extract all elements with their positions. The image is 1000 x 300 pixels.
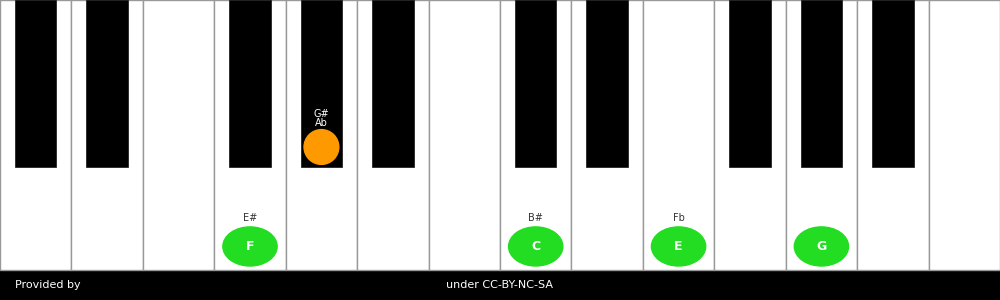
Bar: [714, 0, 786, 270]
Bar: [301, 0, 342, 167]
Bar: [86, 0, 128, 167]
Bar: [15, 0, 56, 167]
Text: under CC-BY-NC-SA: under CC-BY-NC-SA: [446, 280, 554, 290]
Bar: [429, 0, 500, 270]
Bar: [729, 0, 771, 167]
Ellipse shape: [509, 227, 563, 266]
Bar: [0, 270, 1000, 300]
Bar: [143, 0, 214, 270]
Bar: [286, 0, 357, 270]
Ellipse shape: [651, 227, 706, 266]
Ellipse shape: [223, 227, 277, 266]
Text: E: E: [674, 240, 683, 253]
Bar: [586, 0, 628, 167]
Text: E#: E#: [243, 213, 257, 223]
Text: G: G: [816, 240, 827, 253]
Text: B#: B#: [528, 213, 543, 223]
Bar: [571, 0, 643, 270]
Bar: [515, 0, 556, 167]
Ellipse shape: [794, 227, 849, 266]
Bar: [229, 0, 271, 167]
Bar: [801, 0, 842, 167]
Text: F: F: [246, 240, 254, 253]
Bar: [872, 0, 914, 167]
Bar: [0, 0, 71, 270]
Text: G#: G#: [314, 109, 329, 118]
Bar: [857, 0, 929, 270]
Bar: [643, 0, 714, 270]
Text: Fb: Fb: [673, 213, 685, 223]
Bar: [372, 0, 414, 167]
Ellipse shape: [304, 130, 339, 164]
Bar: [214, 0, 286, 270]
Bar: [500, 0, 571, 270]
Text: C: C: [531, 240, 540, 253]
Bar: [357, 0, 429, 270]
Bar: [929, 0, 1000, 270]
Bar: [786, 0, 857, 270]
Text: Provided by: Provided by: [15, 280, 81, 290]
Bar: [71, 0, 143, 270]
Text: Ab: Ab: [315, 118, 328, 128]
